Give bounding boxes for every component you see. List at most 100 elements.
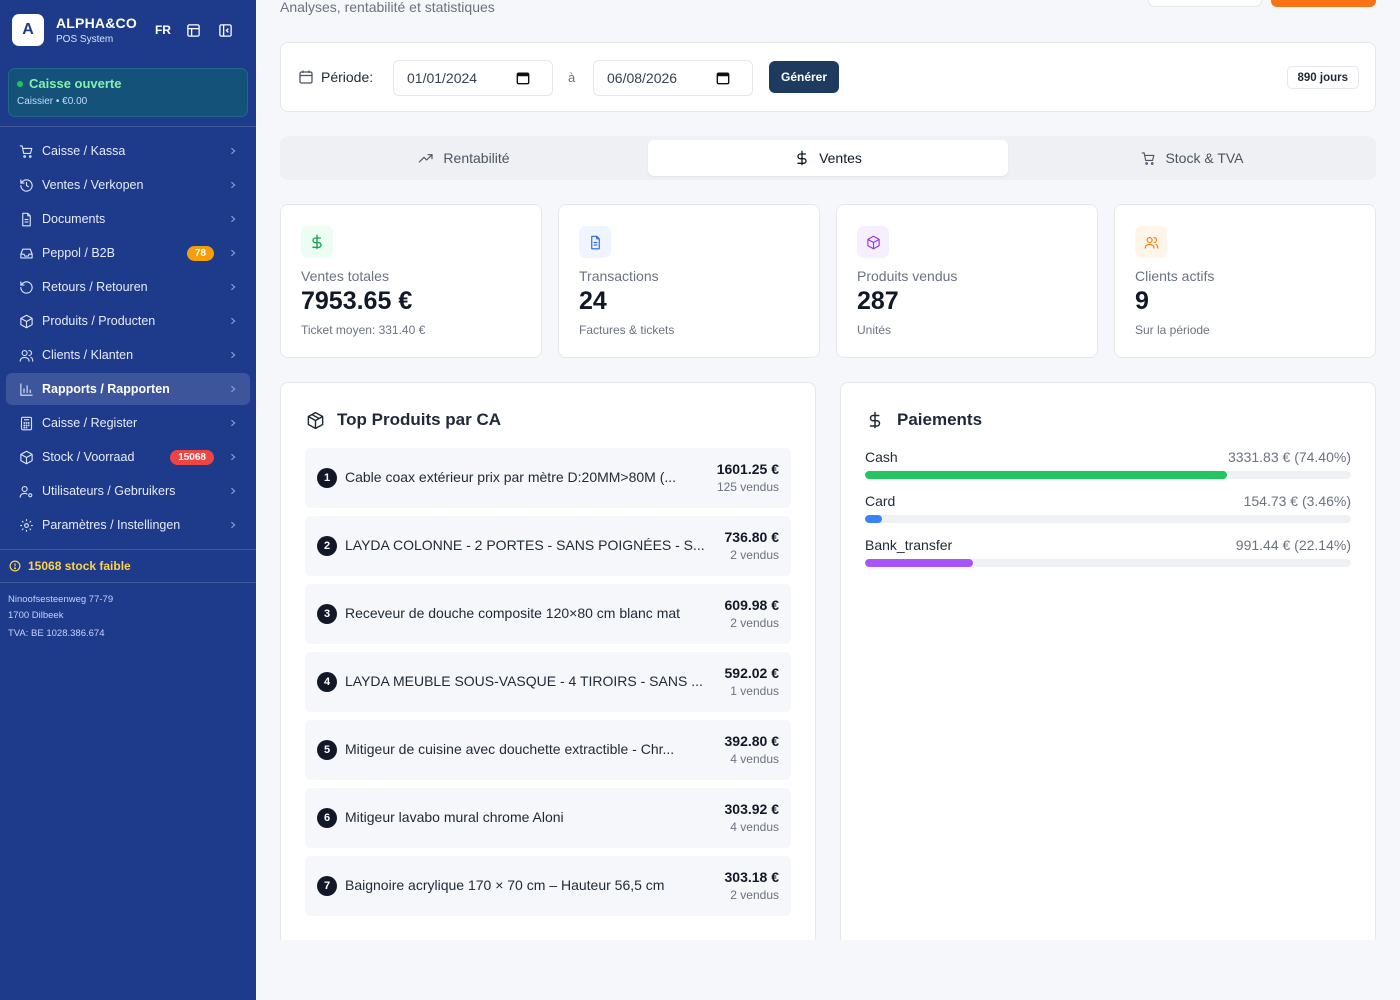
list-item[interactable]: 5 Mitigeur de cuisine avec douchette extr… <box>305 720 791 780</box>
list-item[interactable]: 7 Baignoire acrylique 170 × 70 cm – Haute… <box>305 856 791 916</box>
kpi-transactions: Transactions 24 Factures & tickets <box>558 204 820 358</box>
progress-track <box>865 515 1351 523</box>
payment-row-header: Card 154.73 € (3.46%) <box>865 493 1351 509</box>
date-from-input[interactable]: 01/01/2024 <box>393 60 553 96</box>
divider <box>0 549 256 550</box>
chevron-right-icon <box>228 384 238 394</box>
product-revenue: 392.80 € <box>724 733 780 749</box>
return-icon <box>18 279 34 295</box>
nav-produits-producten[interactable]: Produits / Producten <box>6 305 250 337</box>
language-toggle[interactable]: FR <box>154 23 171 37</box>
kpi-products-sold: Produits vendus 287 Unités <box>836 204 1098 358</box>
trending-up-icon <box>418 150 434 166</box>
nav-label: Clients / Klanten <box>42 348 134 362</box>
cart-icon <box>18 143 34 159</box>
brand-name: ALPHA&CO <box>56 15 137 31</box>
payments-title-row: Paiements <box>865 410 982 430</box>
nav-parametres-instellingen[interactable]: Paramètres / Instellingen <box>6 509 250 541</box>
list-item[interactable]: 4 LAYDA MEUBLE SOUS-VASQUE - 4 TIROIRS - … <box>305 652 791 712</box>
brand-header: A ALPHA&CO POS System FR <box>0 0 256 60</box>
list-item[interactable]: 6 Mitigeur lavabo mural chrome Aloni 303.9… <box>305 788 791 848</box>
box-icon <box>18 313 34 329</box>
list-item[interactable]: 1 Cable coax extérieur prix par mètre D:2… <box>305 448 791 508</box>
address-line-2: 1700 Dilbeek <box>8 609 64 621</box>
header-primary-button[interactable] <box>1271 0 1376 7</box>
period-separator: à <box>568 70 576 85</box>
product-revenue: 736.80 € <box>724 529 780 545</box>
product-revenue: 303.18 € <box>724 869 780 885</box>
header-secondary-button[interactable] <box>1148 0 1262 7</box>
progress-fill <box>865 515 882 523</box>
nav-rapports-rapporten[interactable]: Rapports / Rapporten <box>6 373 250 405</box>
product-name: LAYDA COLONNE - 2 PORTES - SANS POIGNÉES… <box>345 537 705 553</box>
list-item[interactable]: 3 Receveur de douche composite 120×80 cm … <box>305 584 791 644</box>
nav-documents[interactable]: Documents <box>6 203 250 235</box>
low-stock-alert[interactable]: 15068 stock faible <box>0 550 256 582</box>
inbox-icon <box>18 245 34 261</box>
dollar-icon <box>794 150 810 166</box>
chevron-right-icon <box>228 282 238 292</box>
product-quantity: 1 vendus <box>730 684 779 698</box>
payment-method-row: Cash 3331.83 € (74.40%) <box>865 449 1351 493</box>
chevron-right-icon <box>228 248 238 258</box>
nav-label: Caisse / Register <box>42 416 138 430</box>
register-status-title: Caisse ouverte <box>29 76 122 91</box>
date-from-value: 01/01/2024 <box>407 70 478 86</box>
page-bottom <box>256 940 1400 1000</box>
register-status[interactable]: Caisse ouverte Caissier • €0.00 <box>8 68 248 117</box>
dollar-icon <box>301 226 333 258</box>
user-cog-icon <box>18 483 34 499</box>
chevron-right-icon <box>228 316 238 326</box>
nav-utilisateurs-gebruikers[interactable]: Utilisateurs / Gebruikers <box>6 475 250 507</box>
report-tabs: Rentabilité Ventes Stock & TVA <box>280 136 1376 180</box>
nav-caisse-kassa[interactable]: Caisse / Kassa <box>6 135 250 167</box>
tab-rentabilite[interactable]: Rentabilité <box>284 140 644 176</box>
date-to-input[interactable]: 06/08/2026 <box>593 60 753 96</box>
register-status-title-row: Caisse ouverte <box>17 76 239 91</box>
product-name: Baignoire acrylique 170 × 70 cm – Hauteu… <box>345 877 665 893</box>
nav-peppol-b2b[interactable]: Peppol / B2B 78 <box>6 237 250 269</box>
nav-label: Ventes / Verkopen <box>42 178 144 192</box>
progress-fill <box>865 471 1227 479</box>
users-icon <box>18 347 34 363</box>
nav-stock-voorraad[interactable]: Stock / Voorraad 15068 <box>6 441 250 473</box>
alert-circle-icon <box>8 558 22 574</box>
generate-button[interactable]: Générer <box>769 61 839 93</box>
chevron-right-icon <box>228 180 238 190</box>
nav-retours-retouren[interactable]: Retours / Retouren <box>6 271 250 303</box>
nav-label: Documents <box>42 212 106 226</box>
tab-label: Ventes <box>819 150 862 166</box>
collapse-sidebar-icon[interactable] <box>217 21 235 39</box>
calendar-icon[interactable] <box>716 71 730 85</box>
product-quantity: 125 vendus <box>716 480 779 494</box>
period-label: Période: <box>321 69 374 85</box>
rank-badge: 2 <box>317 536 337 556</box>
nav-caisse-register[interactable]: Caisse / Register <box>6 407 250 439</box>
gear-icon <box>18 517 34 533</box>
nav-clients-klanten[interactable]: Clients / Klanten <box>6 339 250 371</box>
progress-fill <box>865 559 973 567</box>
top-products-title-row: Top Produits par CA <box>305 410 501 430</box>
brand-logo[interactable]: A <box>12 14 44 46</box>
product-name: Receveur de douche composite 120×80 cm b… <box>345 605 681 621</box>
box-icon <box>18 449 34 465</box>
chevron-right-icon <box>228 452 238 462</box>
tab-stock-tva[interactable]: Stock & TVA <box>1012 140 1372 176</box>
calendar-icon[interactable] <box>516 71 530 85</box>
nav-ventes-verkopen[interactable]: Ventes / Verkopen <box>6 169 250 201</box>
kpi-subtext: Unités <box>857 323 892 337</box>
history-icon <box>18 177 34 193</box>
nav-label: Peppol / B2B <box>42 246 115 260</box>
chevron-right-icon <box>228 486 238 496</box>
kpi-total-sales: Ventes totales 7953.65 € Ticket moyen: 331… <box>280 204 542 358</box>
layout-icon[interactable] <box>185 21 203 39</box>
tab-ventes[interactable]: Ventes <box>648 140 1008 176</box>
product-quantity: 4 vendus <box>730 752 779 766</box>
box-icon <box>857 226 889 258</box>
vat-number: TVA: BE 1028.386.674 <box>8 628 105 639</box>
product-revenue: 609.98 € <box>724 597 780 613</box>
divider <box>0 126 256 127</box>
list-item[interactable]: 2 LAYDA COLONNE - 2 PORTES - SANS POIGNÉE… <box>305 516 791 576</box>
kpi-label: Transactions <box>579 268 659 284</box>
status-dot-icon <box>17 80 23 87</box>
